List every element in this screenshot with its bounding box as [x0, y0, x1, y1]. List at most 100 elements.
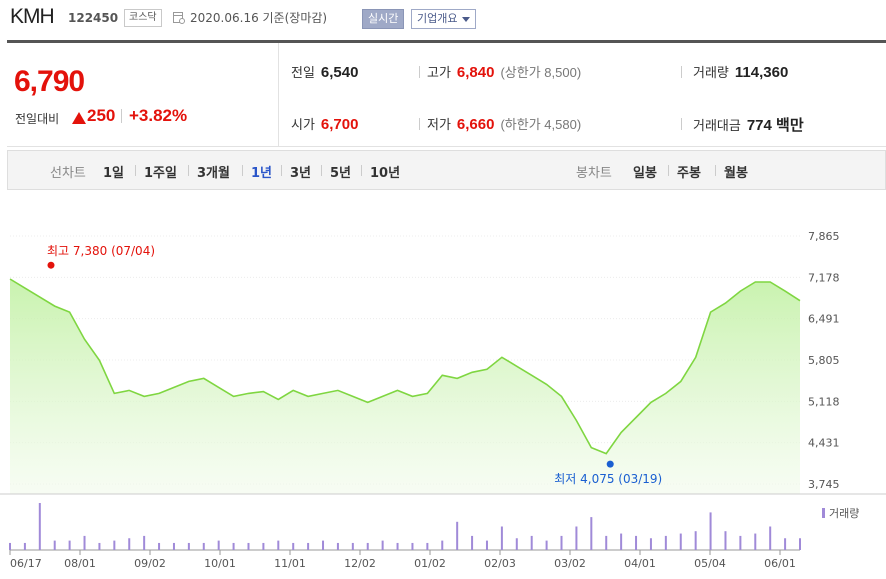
amount-value: 774 백만 [746, 117, 804, 134]
y-tick-label: 6,491 [808, 313, 840, 326]
volume-bar [560, 535, 563, 550]
open-price: 시가 6,700 [291, 114, 358, 133]
volume-bar [605, 535, 608, 550]
trade-amount: 거래대금 774 백만 [693, 114, 804, 135]
high-label: 고가 [427, 66, 451, 81]
calendar-icon [173, 12, 185, 24]
x-tick-label: 04/01 [624, 557, 656, 570]
period-divider [135, 165, 136, 176]
prev-close-value: 6,540 [320, 64, 359, 81]
stock-code: 122450 [68, 11, 119, 25]
info-divider [681, 66, 682, 78]
volume-bar [590, 517, 593, 550]
x-tick-label: 09/02 [134, 557, 166, 570]
lower-limit: (하한가 4,580) [500, 117, 582, 132]
volume-bar [68, 540, 71, 550]
volume-bar [664, 535, 667, 550]
period-10y[interactable]: 10년 [370, 166, 401, 181]
candle-daily[interactable]: 일봉 [633, 166, 657, 181]
prev-close: 전일 6,540 [291, 62, 358, 81]
period-divider [361, 165, 362, 176]
volume-bar [485, 540, 488, 550]
low-marker [606, 460, 614, 468]
change-divider [121, 109, 122, 123]
period-5y[interactable]: 5년 [330, 166, 352, 181]
volume-bar [307, 542, 310, 550]
x-tick-label: 11/01 [274, 557, 306, 570]
info-divider [419, 66, 420, 78]
change-percent: +3.82% [129, 106, 188, 125]
candle-weekly[interactable]: 주봉 [677, 166, 701, 181]
candle-monthly[interactable]: 월봉 [724, 166, 748, 181]
volume-bar [172, 542, 175, 550]
prev-close-label: 전일 [291, 66, 315, 81]
volume-bar [38, 503, 41, 550]
period-divider [715, 165, 716, 176]
volume-bar [98, 542, 101, 550]
volume-bar [9, 542, 11, 550]
volume-bar [411, 542, 414, 550]
x-tick-label: 10/01 [204, 557, 236, 570]
open-label: 시가 [291, 118, 315, 133]
high-annotation: 최고 7,380 (07/04) [47, 244, 155, 258]
open-value: 6,700 [320, 116, 359, 133]
current-price: 6,790 [14, 65, 85, 98]
volume-bar [322, 540, 325, 550]
volume-bar [143, 535, 146, 550]
volume-bar [799, 538, 801, 550]
volume-bar [694, 531, 697, 550]
volume-bar [471, 535, 474, 550]
low-label: 저가 [427, 118, 451, 133]
volume-bar [754, 533, 757, 550]
volume-bar [679, 533, 682, 550]
line-chart-label: 선차트 [50, 166, 86, 181]
volume-legend: 거래량 [829, 507, 859, 520]
period-selector: 선차트 1일 1주일 3개월 1년 3년 5년 10년 봉차트 일봉 주봉 월봉 [7, 150, 886, 190]
period-3m[interactable]: 3개월 [197, 166, 230, 181]
volume-bar [366, 542, 369, 550]
chevron-down-icon [462, 17, 471, 22]
current-price-panel: 6,790 전일대비 250 +3.82% [7, 43, 279, 147]
period-divider [281, 165, 282, 176]
low-value: 6,660 [456, 116, 495, 133]
price-chart: 7,865 7,178 6,491 5,805 5,118 4,431 3,745 06/1… [0, 230, 886, 570]
y-tick-label: 5,805 [808, 354, 840, 367]
high-value: 6,840 [456, 64, 495, 81]
x-tick-label: 03/02 [554, 557, 586, 570]
header-divider [7, 40, 886, 43]
x-tick-label: 08/01 [64, 557, 96, 570]
volume-bar [83, 535, 86, 550]
price-line [9, 278, 801, 455]
change-value: 250 [87, 106, 116, 125]
volume-bar [381, 540, 384, 550]
low-price: 저가 6,660 (하한가 4,580) [427, 114, 581, 133]
volume-bar [158, 542, 161, 550]
high-marker [47, 261, 55, 269]
base-date: 2020.06.16 기준(장마감) [190, 11, 328, 25]
period-1d[interactable]: 1일 [103, 166, 125, 181]
up-arrow-icon [72, 112, 86, 124]
period-1y[interactable]: 1년 [251, 166, 273, 181]
volume-bar [426, 542, 429, 550]
y-tick-label: 4,431 [808, 437, 840, 450]
x-tick-label: 05/04 [694, 557, 726, 570]
realtime-button[interactable]: 실시간 [362, 9, 405, 29]
period-divider [188, 165, 189, 176]
price-info-panel: 전일 6,540 고가 6,840 (상한가 8,500) 거래량 114,360 시가… [279, 43, 886, 147]
volume-bar [709, 512, 712, 550]
volume-value: 114,360 [734, 64, 789, 81]
volume-bar [739, 535, 742, 550]
x-tick-label: 06/17 [10, 557, 42, 570]
volume-bar [620, 533, 623, 550]
volume-bar [396, 542, 399, 550]
volume-bar [769, 526, 772, 550]
company-overview-dropdown[interactable]: 기업개요 [411, 9, 477, 29]
period-1w[interactable]: 1주일 [144, 166, 177, 181]
low-annotation: 최저 4,075 (03/19) [554, 472, 662, 486]
market-badge: 코스닥 [124, 9, 162, 27]
volume-bar [500, 526, 503, 550]
period-3y[interactable]: 3년 [290, 166, 312, 181]
volume-bar [202, 542, 205, 550]
candle-chart-label: 봉차트 [576, 166, 612, 181]
volume-bar [441, 540, 444, 550]
